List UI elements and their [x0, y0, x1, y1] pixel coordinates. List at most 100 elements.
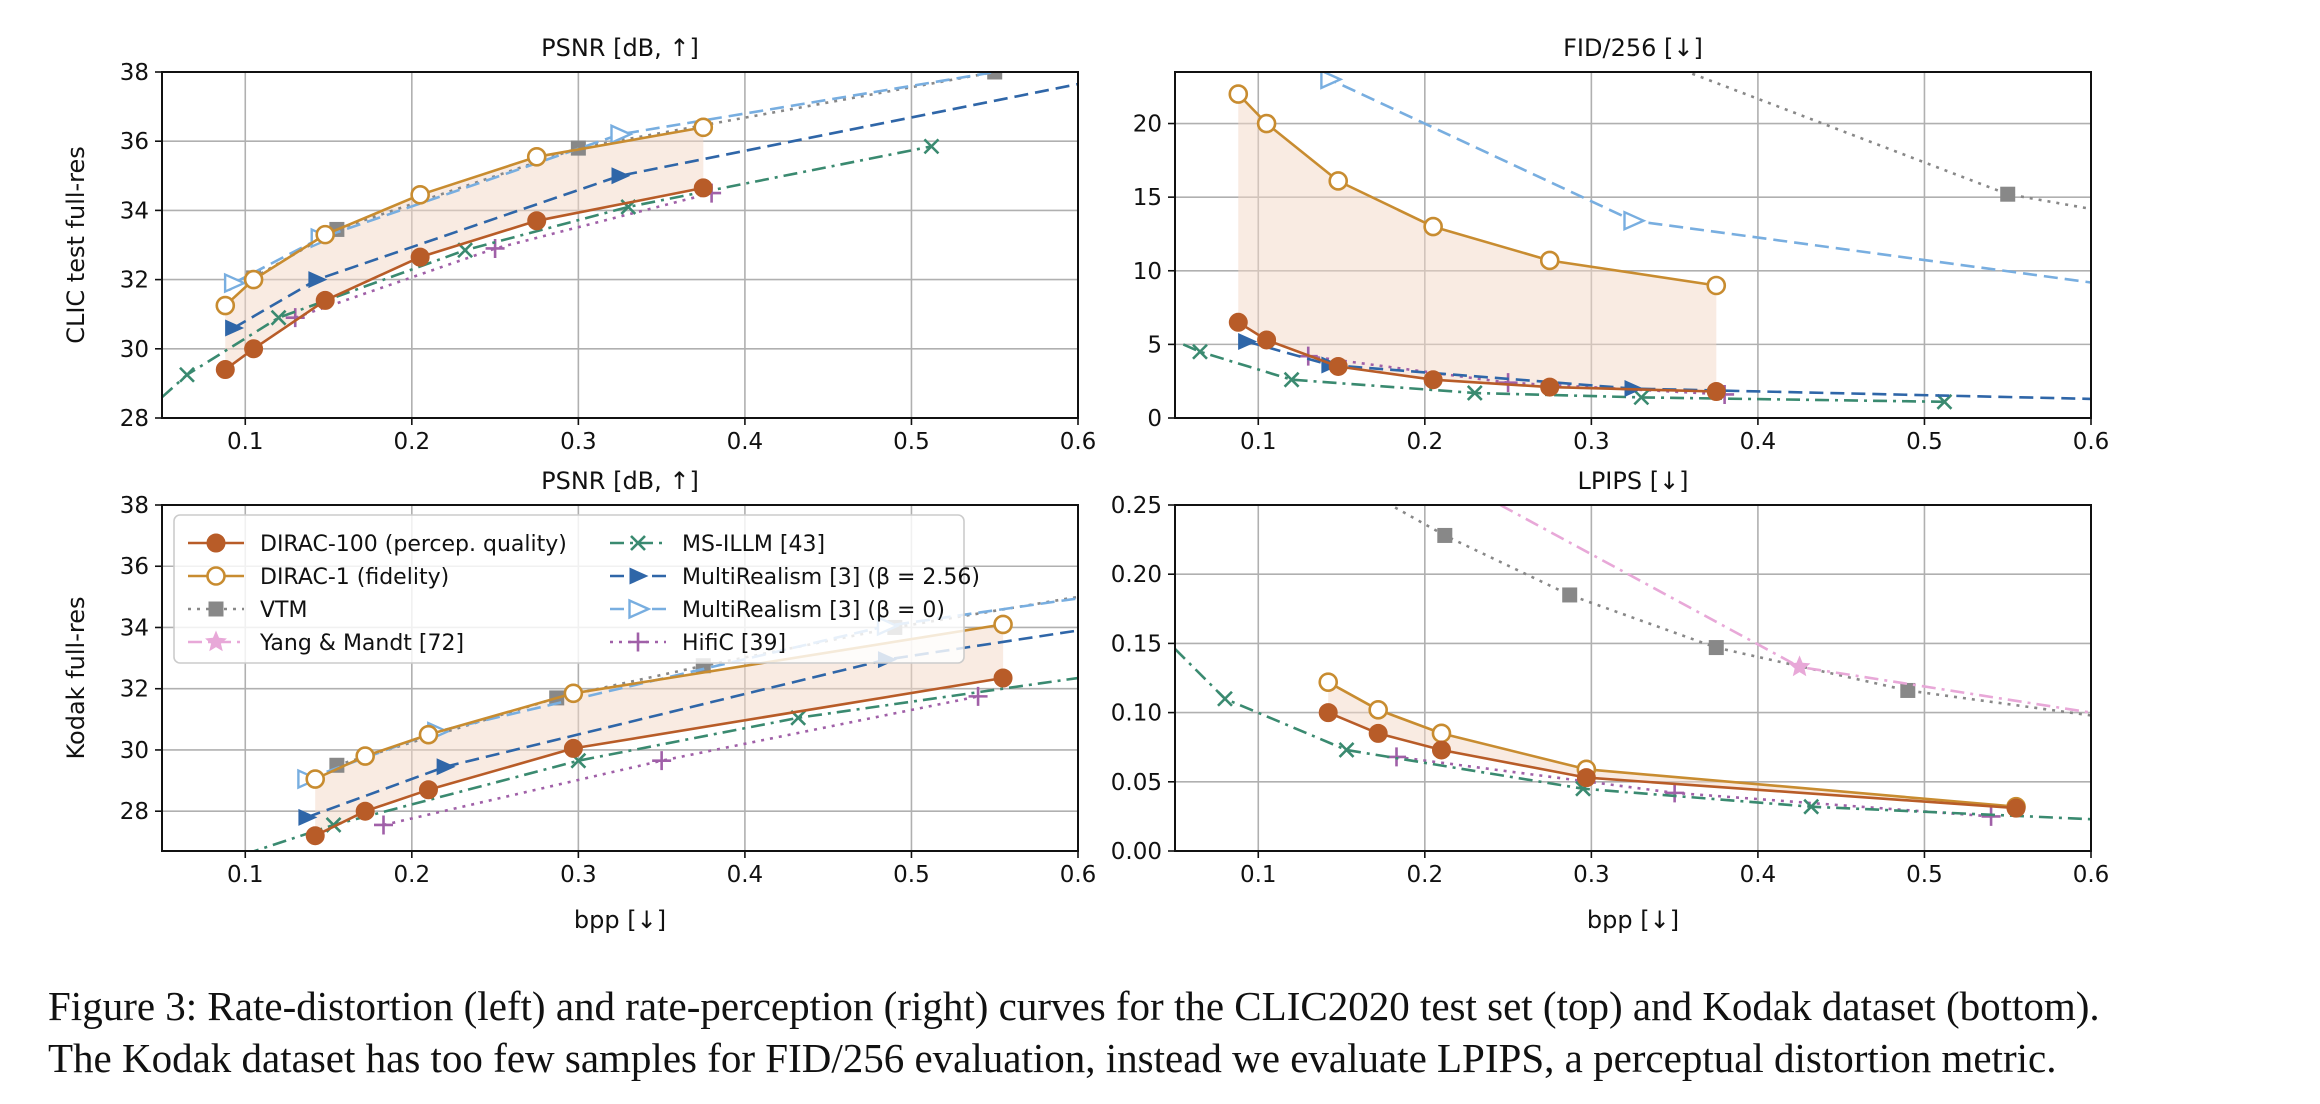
x-tick-label: 0.4	[1740, 429, 1777, 455]
legend-label-mr256: MultiRealism [3] (β = 2.56)	[682, 565, 980, 590]
x-tick-label: 0.6	[1060, 862, 1097, 888]
y-tick-label: 36	[120, 129, 149, 155]
y-tick-label: 15	[1133, 185, 1162, 211]
x-tick-label: 0.5	[893, 429, 930, 455]
legend-marker-dirac100	[206, 533, 226, 553]
data-point-dirac100	[1318, 703, 1338, 723]
x-tick-label: 0.2	[1407, 862, 1444, 888]
x-tick-label: 0.5	[1906, 429, 1943, 455]
data-point-dirac1	[1256, 113, 1277, 134]
data-point-mr0	[610, 123, 634, 145]
data-point-vtm	[2000, 186, 2016, 202]
legend-box	[173, 514, 965, 664]
x-tick-label: 0.3	[1573, 429, 1610, 455]
y-tick-label: 34	[120, 615, 149, 641]
x-axis-label: bpp [↓]	[1587, 906, 1679, 934]
data-point-msillm	[1192, 343, 1208, 360]
data-point-dirac100	[315, 290, 335, 310]
legend-label-yang: Yang & Mandt [72]	[259, 631, 464, 656]
x-tick-label: 0.1	[227, 862, 264, 888]
y-tick-label: 10	[1133, 259, 1162, 285]
axes-frame	[161, 71, 1079, 419]
x-tick-label: 0.6	[2073, 862, 2110, 888]
data-point-dirac1	[243, 269, 264, 290]
legend-marker-yang	[205, 630, 227, 652]
data-point-mr0	[223, 272, 248, 294]
y-tick-label: 28	[120, 799, 149, 825]
data-point-hific	[1981, 806, 2001, 826]
data-point-dirac100	[1368, 723, 1388, 743]
data-point-dirac100	[305, 826, 325, 846]
y-tick-label: 30	[120, 337, 149, 363]
data-point-dirac100	[693, 178, 713, 198]
data-point-msillm	[1803, 798, 1820, 815]
x-tick-label: 0.4	[727, 429, 764, 455]
chart-title: PSNR [dB, ↑]	[541, 34, 699, 62]
legend-marker-mr256	[629, 567, 649, 585]
data-point-mr256	[298, 808, 318, 826]
legend: DIRAC-100 (percep. quality) DIRAC-1 (fide…	[173, 514, 980, 664]
data-point-hific	[1665, 783, 1685, 803]
data-point-msillm	[1936, 393, 1953, 410]
data-point-mr0	[1320, 72, 1344, 90]
y-tick-label: 0.05	[1111, 770, 1162, 796]
data-point-dirac1	[1318, 672, 1339, 692]
series-line-mr0	[233, 72, 1003, 285]
caption-line-2: The Kodak dataset has too few samples fo…	[48, 1035, 2057, 1081]
y-tick-label: 0.25	[1111, 493, 1162, 519]
series-line-mr0	[1318, 72, 2091, 284]
panel-clic_fid: 0.1 0.2 0.3 0.4 0.5 0.6 0 5 10 15 20 FID/256 [↓]	[1133, 34, 2110, 455]
caption-line-1: Figure 3: Rate-distortion (left) and rat…	[48, 983, 2100, 1029]
y-tick-label: 32	[120, 268, 149, 294]
axes-frame	[161, 504, 1079, 852]
series-line-vtm	[1387, 505, 2091, 717]
panel-clic_psnr: 0.1 0.2 0.3 0.4 0.5 0.6 28 30 32 34 36 38 PSNR [dB, …	[62, 34, 1096, 455]
data-point-mr256	[436, 758, 456, 776]
legend-label-msillm: MS-ILLM [43]	[682, 532, 825, 557]
data-point-dirac1	[410, 185, 430, 205]
x-tick-label: 0.3	[560, 429, 597, 455]
panel-kodak_psnr: 0.1 0.2 0.3 0.4 0.5 0.6 28 30 32 34 36 38 PSNR [dB, …	[62, 467, 1096, 934]
legend-label-dirac100: DIRAC-100 (percep. quality)	[260, 532, 567, 557]
data-point-dirac100	[355, 801, 375, 821]
data-point-vtm	[1900, 682, 1916, 698]
data-point-dirac1	[563, 683, 584, 704]
legend-marker-dirac1	[206, 566, 226, 586]
data-point-dirac100	[1576, 768, 1596, 788]
data-point-mr256	[225, 319, 245, 337]
legend-label-hific: HifiC [39]	[682, 631, 786, 656]
data-point-msillm	[1466, 385, 1483, 401]
data-point-dirac1	[418, 724, 439, 745]
data-point-msillm	[1633, 389, 1650, 406]
y-tick-label: 34	[120, 198, 149, 224]
data-point-dirac100	[244, 339, 264, 359]
y-tick-label: 28	[120, 406, 149, 432]
data-point-msillm	[923, 138, 940, 155]
data-point-yang	[1788, 655, 1811, 677]
series-line-mr256	[306, 629, 1078, 819]
dirac-shaded-region	[1238, 94, 1717, 392]
series-line-hific	[1396, 755, 1992, 818]
series-line-msillm	[162, 145, 932, 399]
data-point-dirac1	[315, 224, 336, 245]
data-point-dirac100	[1257, 330, 1277, 350]
y-tick-label: 0	[1147, 406, 1162, 432]
axes-frame	[1174, 504, 2092, 852]
data-point-msillm	[1217, 690, 1233, 707]
plot-area-clic_fid	[1182, 72, 2091, 410]
data-point-hific	[1498, 373, 1518, 393]
x-tick-label: 0.6	[1060, 429, 1097, 455]
series-line-hific	[294, 191, 712, 319]
data-point-mr0	[1623, 210, 1647, 232]
x-tick-label: 0.2	[394, 429, 431, 455]
data-point-dirac1	[215, 295, 236, 316]
data-point-dirac1	[1228, 84, 1249, 104]
series-line-mr256	[1246, 340, 2091, 401]
panel-kodak_lpips: 0.1 0.2 0.3 0.4 0.5 0.6 0.00 0.05 0.10 0.15 0.20 0.…	[1111, 467, 2110, 934]
legend-marker-msillm	[630, 535, 646, 551]
legend-marker-mr0	[628, 598, 652, 620]
data-point-dirac100	[1228, 312, 1248, 332]
x-tick-label: 0.1	[1240, 429, 1277, 455]
y-tick-label: 30	[120, 738, 149, 764]
plot-area-clic_psnr	[162, 72, 1078, 399]
